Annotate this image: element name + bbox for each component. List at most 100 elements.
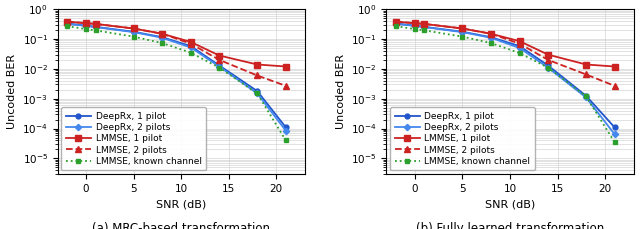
DeepRx, 2 pilots <box>92 26 99 28</box>
Line: DeepRx, 1 pilot: DeepRx, 1 pilot <box>65 21 288 130</box>
Line: LMMSE, known channel: LMMSE, known channel <box>394 24 617 145</box>
LMMSE, known channel <box>516 52 524 54</box>
Legend: DeepRx, 1 pilot, DeepRx, 2 pilots, LMMSE, 1 pilot, LMMSE, 2 pilots, LMMSE, known: DeepRx, 1 pilot, DeepRx, 2 pilots, LMMSE… <box>61 107 206 170</box>
DeepRx, 2 pilots <box>582 96 590 99</box>
DeepRx, 1 pilot <box>216 64 223 67</box>
LMMSE, 1 pilot <box>611 65 618 68</box>
DeepRx, 2 pilots <box>158 36 166 39</box>
Y-axis label: Uncoded BER: Uncoded BER <box>7 54 17 129</box>
DeepRx, 1 pilot <box>83 24 90 27</box>
LMMSE, 2 pilots <box>92 23 99 25</box>
Y-axis label: Uncoded BER: Uncoded BER <box>335 54 346 129</box>
LMMSE, known channel <box>392 25 400 27</box>
LMMSE, 1 pilot <box>516 40 524 43</box>
LMMSE, 2 pilots <box>582 73 590 76</box>
LMMSE, known channel <box>92 29 99 32</box>
LMMSE, known channel <box>187 51 195 54</box>
LMMSE, 2 pilots <box>516 42 524 45</box>
LMMSE, known channel <box>130 35 138 38</box>
LMMSE, 2 pilots <box>487 32 495 35</box>
DeepRx, 2 pilots <box>487 36 495 39</box>
LMMSE, 1 pilot <box>63 20 71 23</box>
DeepRx, 1 pilot <box>487 36 495 38</box>
LMMSE, 1 pilot <box>544 53 552 56</box>
LMMSE, known channel <box>83 28 90 30</box>
X-axis label: SNR (dB): SNR (dB) <box>485 199 535 209</box>
Line: DeepRx, 2 pilots: DeepRx, 2 pilots <box>394 22 617 136</box>
LMMSE, 1 pilot <box>216 54 223 57</box>
LMMSE, 2 pilots <box>130 27 138 30</box>
LMMSE, known channel <box>158 42 166 44</box>
LMMSE, known channel <box>253 92 261 95</box>
LMMSE, known channel <box>420 29 428 32</box>
DeepRx, 2 pilots <box>611 133 618 136</box>
DeepRx, 1 pilot <box>253 90 261 93</box>
LMMSE, 1 pilot <box>83 22 90 25</box>
DeepRx, 1 pilot <box>516 45 524 47</box>
LMMSE, 2 pilots <box>611 85 618 87</box>
DeepRx, 1 pilot <box>187 45 195 47</box>
DeepRx, 2 pilots <box>544 66 552 69</box>
DeepRx, 2 pilots <box>392 23 400 25</box>
DeepRx, 2 pilots <box>253 92 261 95</box>
LMMSE, 1 pilot <box>92 23 99 25</box>
LMMSE, 2 pilots <box>392 20 400 23</box>
DeepRx, 2 pilots <box>282 129 290 132</box>
DeepRx, 1 pilot <box>392 22 400 25</box>
LMMSE, known channel <box>544 66 552 69</box>
LMMSE, 2 pilots <box>282 85 290 87</box>
Line: DeepRx, 1 pilot: DeepRx, 1 pilot <box>394 21 617 130</box>
DeepRx, 1 pilot <box>63 22 71 25</box>
LMMSE, 2 pilots <box>459 27 467 30</box>
DeepRx, 1 pilot <box>282 126 290 129</box>
DeepRx, 2 pilots <box>216 65 223 68</box>
DeepRx, 2 pilots <box>63 23 71 25</box>
LMMSE, known channel <box>63 25 71 27</box>
DeepRx, 2 pilots <box>411 25 419 27</box>
LMMSE, 2 pilots <box>187 42 195 45</box>
Line: LMMSE, known channel: LMMSE, known channel <box>65 24 288 143</box>
Legend: DeepRx, 1 pilot, DeepRx, 2 pilots, LMMSE, 1 pilot, LMMSE, 2 pilots, LMMSE, known: DeepRx, 1 pilot, DeepRx, 2 pilots, LMMSE… <box>390 107 535 170</box>
DeepRx, 1 pilot <box>420 25 428 28</box>
LMMSE, 1 pilot <box>282 65 290 68</box>
LMMSE, 1 pilot <box>130 27 138 30</box>
DeepRx, 2 pilots <box>83 25 90 27</box>
DeepRx, 1 pilot <box>130 30 138 33</box>
X-axis label: SNR (dB): SNR (dB) <box>156 199 206 209</box>
LMMSE, known channel <box>611 141 618 144</box>
LMMSE, 2 pilots <box>253 74 261 77</box>
DeepRx, 2 pilots <box>420 26 428 28</box>
LMMSE, 2 pilots <box>216 58 223 61</box>
LMMSE, known channel <box>282 139 290 142</box>
LMMSE, 2 pilots <box>544 58 552 61</box>
LMMSE, known channel <box>582 95 590 98</box>
DeepRx, 1 pilot <box>92 25 99 28</box>
LMMSE, 1 pilot <box>487 32 495 35</box>
DeepRx, 1 pilot <box>158 36 166 38</box>
DeepRx, 2 pilots <box>187 46 195 49</box>
LMMSE, 1 pilot <box>158 32 166 35</box>
DeepRx, 1 pilot <box>611 126 618 129</box>
Line: LMMSE, 2 pilots: LMMSE, 2 pilots <box>393 19 618 89</box>
LMMSE, 2 pilots <box>420 23 428 25</box>
DeepRx, 2 pilots <box>130 31 138 33</box>
DeepRx, 1 pilot <box>459 30 467 33</box>
LMMSE, 2 pilots <box>158 32 166 35</box>
DeepRx, 1 pilot <box>582 94 590 97</box>
DeepRx, 1 pilot <box>544 64 552 67</box>
DeepRx, 1 pilot <box>411 24 419 27</box>
LMMSE, 1 pilot <box>582 63 590 66</box>
LMMSE, 1 pilot <box>411 22 419 25</box>
LMMSE, 2 pilots <box>411 22 419 25</box>
LMMSE, 1 pilot <box>253 63 261 66</box>
LMMSE, 1 pilot <box>187 41 195 43</box>
LMMSE, 1 pilot <box>392 20 400 23</box>
Title: (a) MRC-based transformation: (a) MRC-based transformation <box>92 222 270 229</box>
Title: (b) Fully learned transformation: (b) Fully learned transformation <box>416 222 604 229</box>
LMMSE, known channel <box>411 28 419 30</box>
LMMSE, 1 pilot <box>420 23 428 25</box>
LMMSE, 1 pilot <box>459 27 467 30</box>
DeepRx, 2 pilots <box>459 31 467 33</box>
LMMSE, known channel <box>487 42 495 44</box>
Line: LMMSE, 1 pilot: LMMSE, 1 pilot <box>393 19 618 69</box>
